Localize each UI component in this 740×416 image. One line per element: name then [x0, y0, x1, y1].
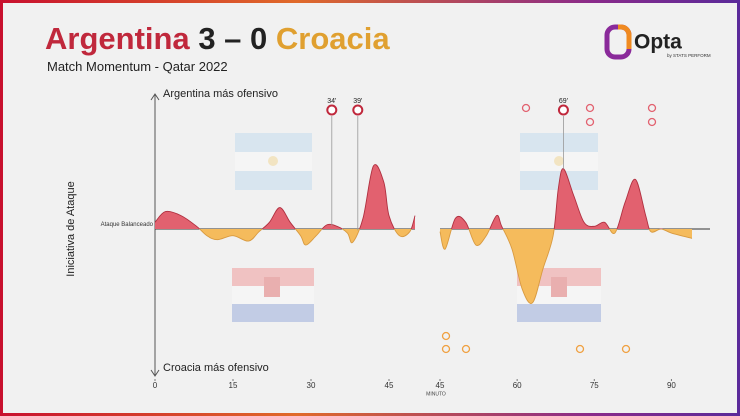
momentum-line-bottom — [439, 229, 693, 304]
goal-label: 69' — [559, 98, 568, 105]
x-tick-label: 15 — [229, 381, 238, 390]
chart: Iniciativa de Ataque Argentina más ofens… — [65, 24, 711, 397]
top-label: Argentina más ofensivo — [163, 88, 278, 100]
y-axis — [150, 93, 160, 377]
goal-label: 34' — [327, 98, 336, 105]
goal-label: 39' — [353, 98, 362, 105]
x-tick-label: 45 — [385, 381, 394, 390]
y-axis-label: Iniciativa de Ataque — [65, 181, 77, 276]
logo-sub: by STATS PERFORM — [667, 53, 711, 58]
momentum-line-top — [154, 164, 416, 229]
x-tick-label: 45 — [436, 381, 445, 390]
goal-ball — [557, 104, 569, 116]
title-score: 3 – 0 — [198, 21, 268, 56]
substitution-icons — [441, 103, 657, 354]
logo-text: Opta — [634, 31, 682, 54]
y-tick-label: Ataque Balanceado — [100, 222, 153, 228]
momentum-line-bottom — [199, 229, 412, 246]
title: Argentina 3 – 0 Croacia — [45, 21, 390, 57]
subtitle: Match Momentum - Qatar 2022 — [47, 59, 228, 74]
x-axis-label: MINUTO — [426, 391, 446, 397]
area-positive — [440, 168, 692, 229]
x-tick-label: 30 — [307, 381, 316, 390]
flag-argentina — [235, 133, 598, 190]
x-tick-label: 60 — [513, 381, 522, 390]
x-tick-label: 90 — [667, 381, 676, 390]
x-tick-label: 0 — [153, 381, 158, 390]
area-positive — [155, 164, 415, 229]
x-tick-label: 75 — [590, 381, 599, 390]
goal-ball — [352, 104, 364, 116]
title-home: Argentina — [45, 21, 190, 56]
bottom-label: Croacia más ofensivo — [163, 362, 269, 374]
logo: Opta by STATS PERFORM — [604, 24, 711, 60]
canvas: Iniciativa de Ataque Argentina más ofens… — [3, 3, 737, 413]
title-away: Croacia — [275, 21, 390, 56]
momentum-line-top — [450, 168, 664, 229]
flag-croatia — [232, 268, 601, 322]
area-negative — [155, 229, 415, 246]
goal-ball — [326, 104, 338, 116]
